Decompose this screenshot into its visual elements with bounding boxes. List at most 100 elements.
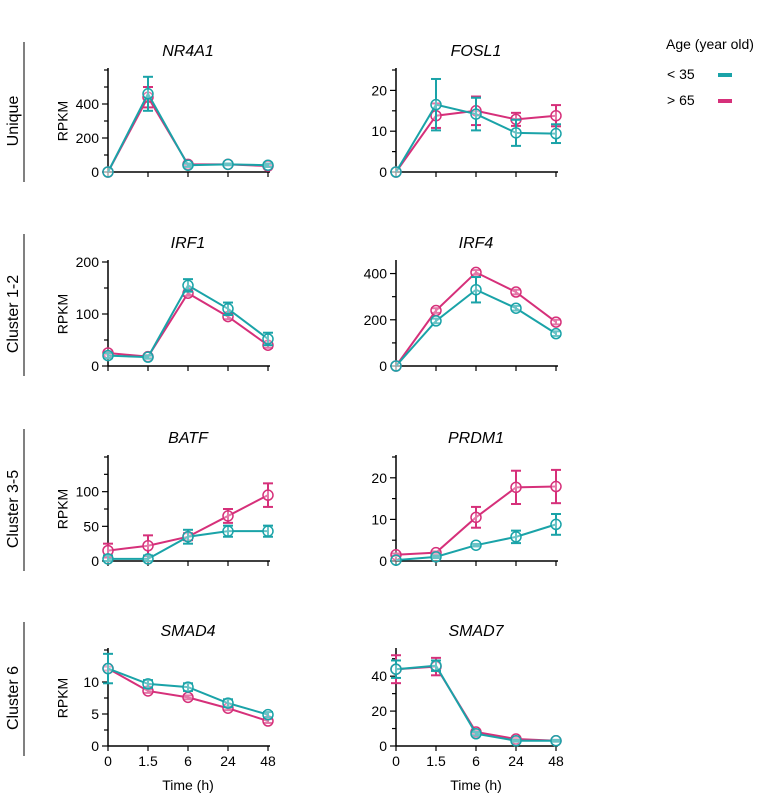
panel-nr4a1: NR4A1 0 200 400 RPKM [55, 43, 274, 180]
y-tick-label: 20 [371, 470, 387, 486]
y-axis-label: RPKM [55, 678, 71, 718]
x-tick-label: 48 [260, 753, 276, 769]
series-over-65 [390, 468, 562, 561]
panel-irf1: IRF1 0 100 200 RPKM [55, 235, 274, 374]
data-point [390, 554, 402, 566]
row-label: Cluster 3-5 [5, 470, 22, 548]
data-point [510, 531, 522, 543]
legend-swatch-teal [718, 73, 732, 77]
x-tick-label: 48 [548, 753, 564, 769]
y-tick-label: 5 [91, 706, 99, 722]
y-axis-label: RPKM [55, 101, 71, 141]
series-under-35 [102, 652, 274, 721]
y-tick-label: 0 [379, 738, 387, 754]
data-point [510, 127, 522, 139]
series-under-35 [102, 524, 274, 565]
data-point [510, 286, 522, 298]
x-tick-label: 0 [104, 753, 112, 769]
data-point [222, 303, 234, 315]
y-tick-label: 50 [83, 518, 99, 534]
y-tick-label: 0 [379, 553, 387, 569]
data-point [470, 283, 482, 296]
panel-title: SMAD4 [160, 623, 215, 640]
data-point [550, 109, 562, 122]
data-point [390, 166, 402, 178]
data-point [430, 304, 442, 317]
data-point [142, 539, 154, 552]
data-point [262, 159, 274, 171]
data-point [550, 480, 562, 493]
data-point [262, 525, 274, 537]
y-tick-label: 400 [364, 266, 388, 282]
y-tick-label: 200 [76, 254, 100, 270]
data-point [102, 553, 114, 565]
series-under-35 [102, 278, 274, 363]
y-tick-label: 200 [364, 312, 388, 328]
series-over-65 [102, 662, 274, 727]
x-tick-label: 24 [220, 753, 236, 769]
series-under-35 [102, 75, 274, 178]
data-point [262, 708, 274, 721]
data-point [102, 349, 114, 362]
x-tick-label: 6 [472, 753, 480, 769]
panel-title: NR4A1 [162, 43, 214, 60]
data-point [222, 697, 234, 709]
data-point [142, 351, 154, 363]
legend-item-over-65: > 65 [666, 92, 754, 118]
x-tick-label: 24 [508, 753, 524, 769]
y-tick-label: 0 [379, 164, 387, 180]
data-point [470, 539, 482, 551]
data-point [550, 316, 562, 328]
data-point [550, 127, 562, 140]
y-tick-label: 40 [371, 668, 387, 684]
data-point [510, 302, 522, 314]
panel-fosl1: FOSL1 0 10 20 [371, 43, 562, 180]
y-tick-label: 10 [371, 511, 387, 527]
y-tick-label: 0 [91, 738, 99, 754]
legend-swatch-magenta [718, 99, 732, 103]
series-under-35 [390, 77, 562, 178]
row-label: Unique [5, 96, 22, 147]
data-point [550, 735, 562, 747]
panel-title: FOSL1 [451, 43, 502, 60]
data-point [510, 481, 522, 494]
y-tick-label: 0 [379, 358, 387, 374]
data-point [102, 166, 114, 178]
data-point [510, 735, 522, 747]
panel-batf: BATF 0 50 100 RPKM [55, 430, 274, 569]
panel-irf4: IRF4 0 200 400 [364, 235, 562, 374]
panel-smad4: SMAD4 0 5 10 0 1.5 6 24 48 RPKM Time (h) [55, 623, 276, 793]
data-point [550, 518, 562, 531]
data-point [550, 327, 562, 340]
data-point [430, 659, 442, 672]
data-point [470, 728, 482, 740]
y-tick-label: 0 [91, 553, 99, 569]
data-point [430, 98, 442, 111]
y-tick-label: 10 [371, 123, 387, 139]
panel-title: IRF1 [171, 235, 206, 252]
x-tick-label: 6 [184, 753, 192, 769]
series-under-35 [390, 512, 562, 566]
data-point [182, 279, 194, 292]
panel-smad7: SMAD7 0 20 40 0 1.5 6 24 48 Time (h) [371, 623, 564, 793]
x-tick-label: 0 [392, 753, 400, 769]
row-label: Cluster 6 [5, 666, 22, 730]
series-over-65 [102, 287, 274, 363]
y-tick-label: 400 [76, 96, 100, 112]
data-point [430, 551, 442, 563]
data-point [390, 663, 402, 675]
x-axis-label: Time (h) [450, 777, 502, 793]
data-point [222, 510, 234, 522]
y-axis-label: RPKM [55, 489, 71, 529]
data-point [102, 662, 114, 675]
y-tick-label: 100 [76, 484, 100, 500]
data-point [182, 681, 194, 693]
data-point [142, 678, 154, 690]
y-tick-label: 20 [371, 703, 387, 719]
data-point [470, 108, 482, 120]
panel-title: BATF [168, 430, 209, 447]
data-point [262, 489, 274, 501]
y-tick-label: 100 [76, 306, 100, 322]
y-tick-label: 10 [83, 674, 99, 690]
legend: Age (year old) < 35 > 65 [666, 36, 754, 118]
